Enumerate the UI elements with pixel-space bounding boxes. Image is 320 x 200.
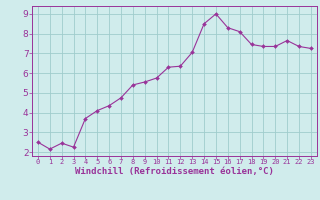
X-axis label: Windchill (Refroidissement éolien,°C): Windchill (Refroidissement éolien,°C) — [75, 167, 274, 176]
